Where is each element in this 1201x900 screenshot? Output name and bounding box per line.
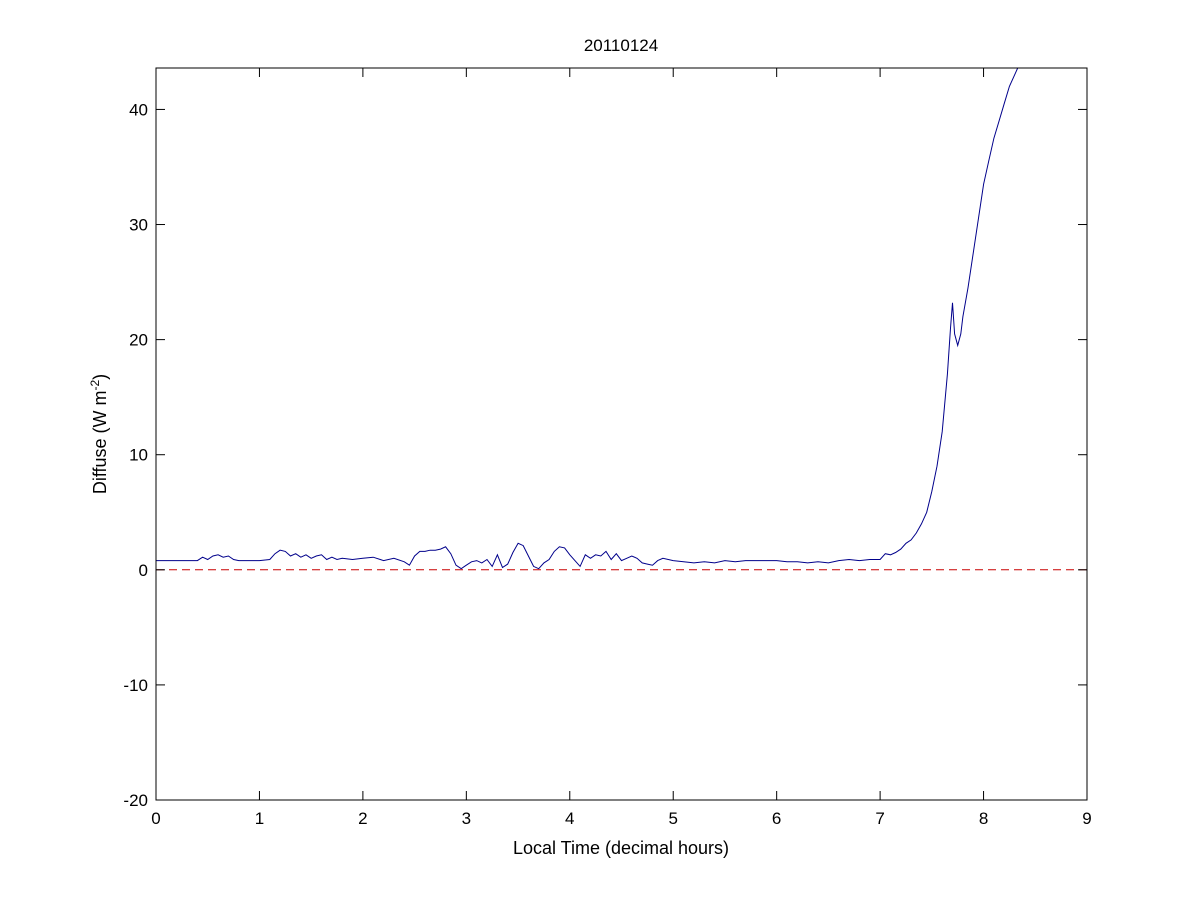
series-layer	[156, 67, 1087, 571]
x-tick-label: 4	[565, 809, 574, 828]
plot-area-frame	[155, 67, 1088, 801]
y-tick-label: 40	[129, 100, 148, 119]
y-tick-label: 0	[139, 561, 148, 580]
y-tick-label: -10	[123, 676, 148, 695]
x-tick-label: 5	[668, 809, 677, 828]
x-tick-label: 7	[875, 809, 884, 828]
y-tick-label: -20	[123, 791, 148, 810]
x-tick-label: 0	[151, 809, 160, 828]
x-tick-label: 8	[979, 809, 988, 828]
diffuse-series-line	[156, 67, 1019, 570]
y-axis-label: Diffuse (W m-2)	[88, 374, 110, 494]
y-axis-label-exponent: -2	[88, 379, 102, 390]
x-axis-label: Local Time (decimal hours)	[513, 838, 729, 858]
y-axis-label-main: Diffuse (W m	[90, 390, 110, 494]
x-tick-label: 6	[772, 809, 781, 828]
x-tick-label: 3	[462, 809, 471, 828]
y-axis-label-close: )	[90, 374, 110, 380]
chart-title: 20110124	[584, 36, 658, 55]
y-tick-label: 20	[129, 331, 148, 350]
x-tick-label: 9	[1082, 809, 1091, 828]
y-tick-label: 10	[129, 446, 148, 465]
x-tick-label: 1	[255, 809, 264, 828]
y-tick-label: 30	[129, 216, 148, 235]
x-tick-label: 2	[358, 809, 367, 828]
